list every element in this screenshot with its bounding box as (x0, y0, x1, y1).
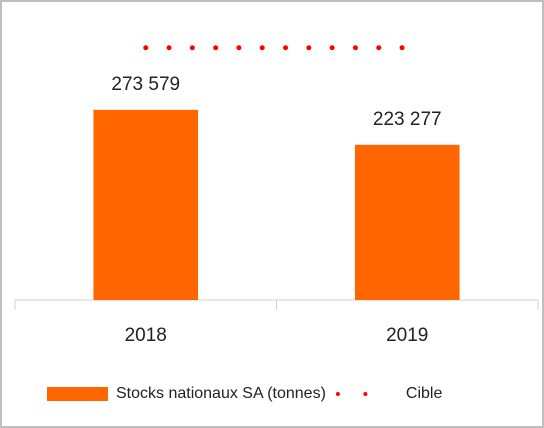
legend-label: Cible (406, 385, 443, 402)
value-label: 273 579 (111, 74, 180, 95)
bar (354, 144, 460, 300)
bar (93, 109, 199, 300)
legend: Stocks nationaux SA (tonnes) Cible (47, 385, 442, 402)
x-tick-label: 2019 (386, 325, 428, 346)
value-label: 223 277 (373, 109, 442, 130)
legend-label: Stocks nationaux SA (tonnes) (116, 385, 326, 402)
legend-swatch (47, 387, 108, 401)
x-tick-label: 2018 (125, 325, 167, 346)
